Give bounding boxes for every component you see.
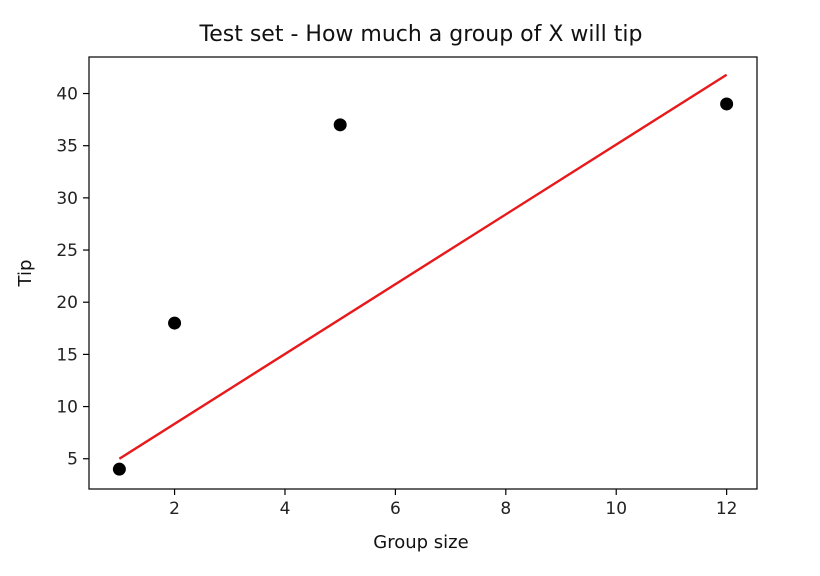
x-tick-label: 4 bbox=[280, 499, 291, 519]
data-point bbox=[333, 118, 347, 132]
x-tick-label: 6 bbox=[390, 499, 401, 519]
y-tick-label: 30 bbox=[56, 189, 78, 209]
y-tick-label: 5 bbox=[67, 450, 78, 470]
y-tick-label: 10 bbox=[56, 398, 78, 418]
chart-title: Test set - How much a group of X will ti… bbox=[199, 22, 643, 47]
x-tick-label: 10 bbox=[605, 499, 627, 519]
data-point bbox=[168, 316, 182, 330]
x-tick-label: 12 bbox=[716, 499, 738, 519]
y-tick-label: 20 bbox=[56, 293, 78, 313]
y-tick-label: 25 bbox=[56, 241, 78, 261]
x-tick-label: 8 bbox=[500, 499, 511, 519]
x-axis-label: Group size bbox=[373, 532, 468, 553]
x-tick-label: 2 bbox=[169, 499, 180, 519]
x-axis: 2 4 6 8 10 12 bbox=[169, 489, 737, 519]
data-point bbox=[112, 462, 126, 476]
y-tick-label: 40 bbox=[56, 85, 78, 105]
regression-line bbox=[118, 73, 728, 460]
y-axis: 5 10 15 20 25 30 35 40 bbox=[56, 85, 89, 470]
y-tick-label: 35 bbox=[56, 137, 78, 157]
y-axis-label: Tip bbox=[15, 260, 36, 288]
data-point bbox=[720, 97, 734, 111]
plot-area bbox=[112, 73, 734, 476]
y-tick-label: 15 bbox=[56, 345, 78, 365]
plot-frame bbox=[88, 56, 758, 490]
